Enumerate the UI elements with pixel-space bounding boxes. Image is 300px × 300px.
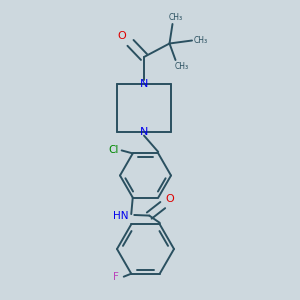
Text: Cl: Cl: [109, 145, 119, 154]
Text: O: O: [117, 31, 126, 41]
Text: CH₃: CH₃: [193, 36, 208, 45]
Text: O: O: [165, 194, 174, 204]
Text: F: F: [113, 272, 119, 282]
Text: HN: HN: [113, 211, 128, 220]
Text: N: N: [140, 127, 148, 137]
Text: CH₃: CH₃: [174, 61, 189, 70]
Text: CH₃: CH₃: [168, 14, 183, 22]
Text: N: N: [140, 79, 148, 89]
